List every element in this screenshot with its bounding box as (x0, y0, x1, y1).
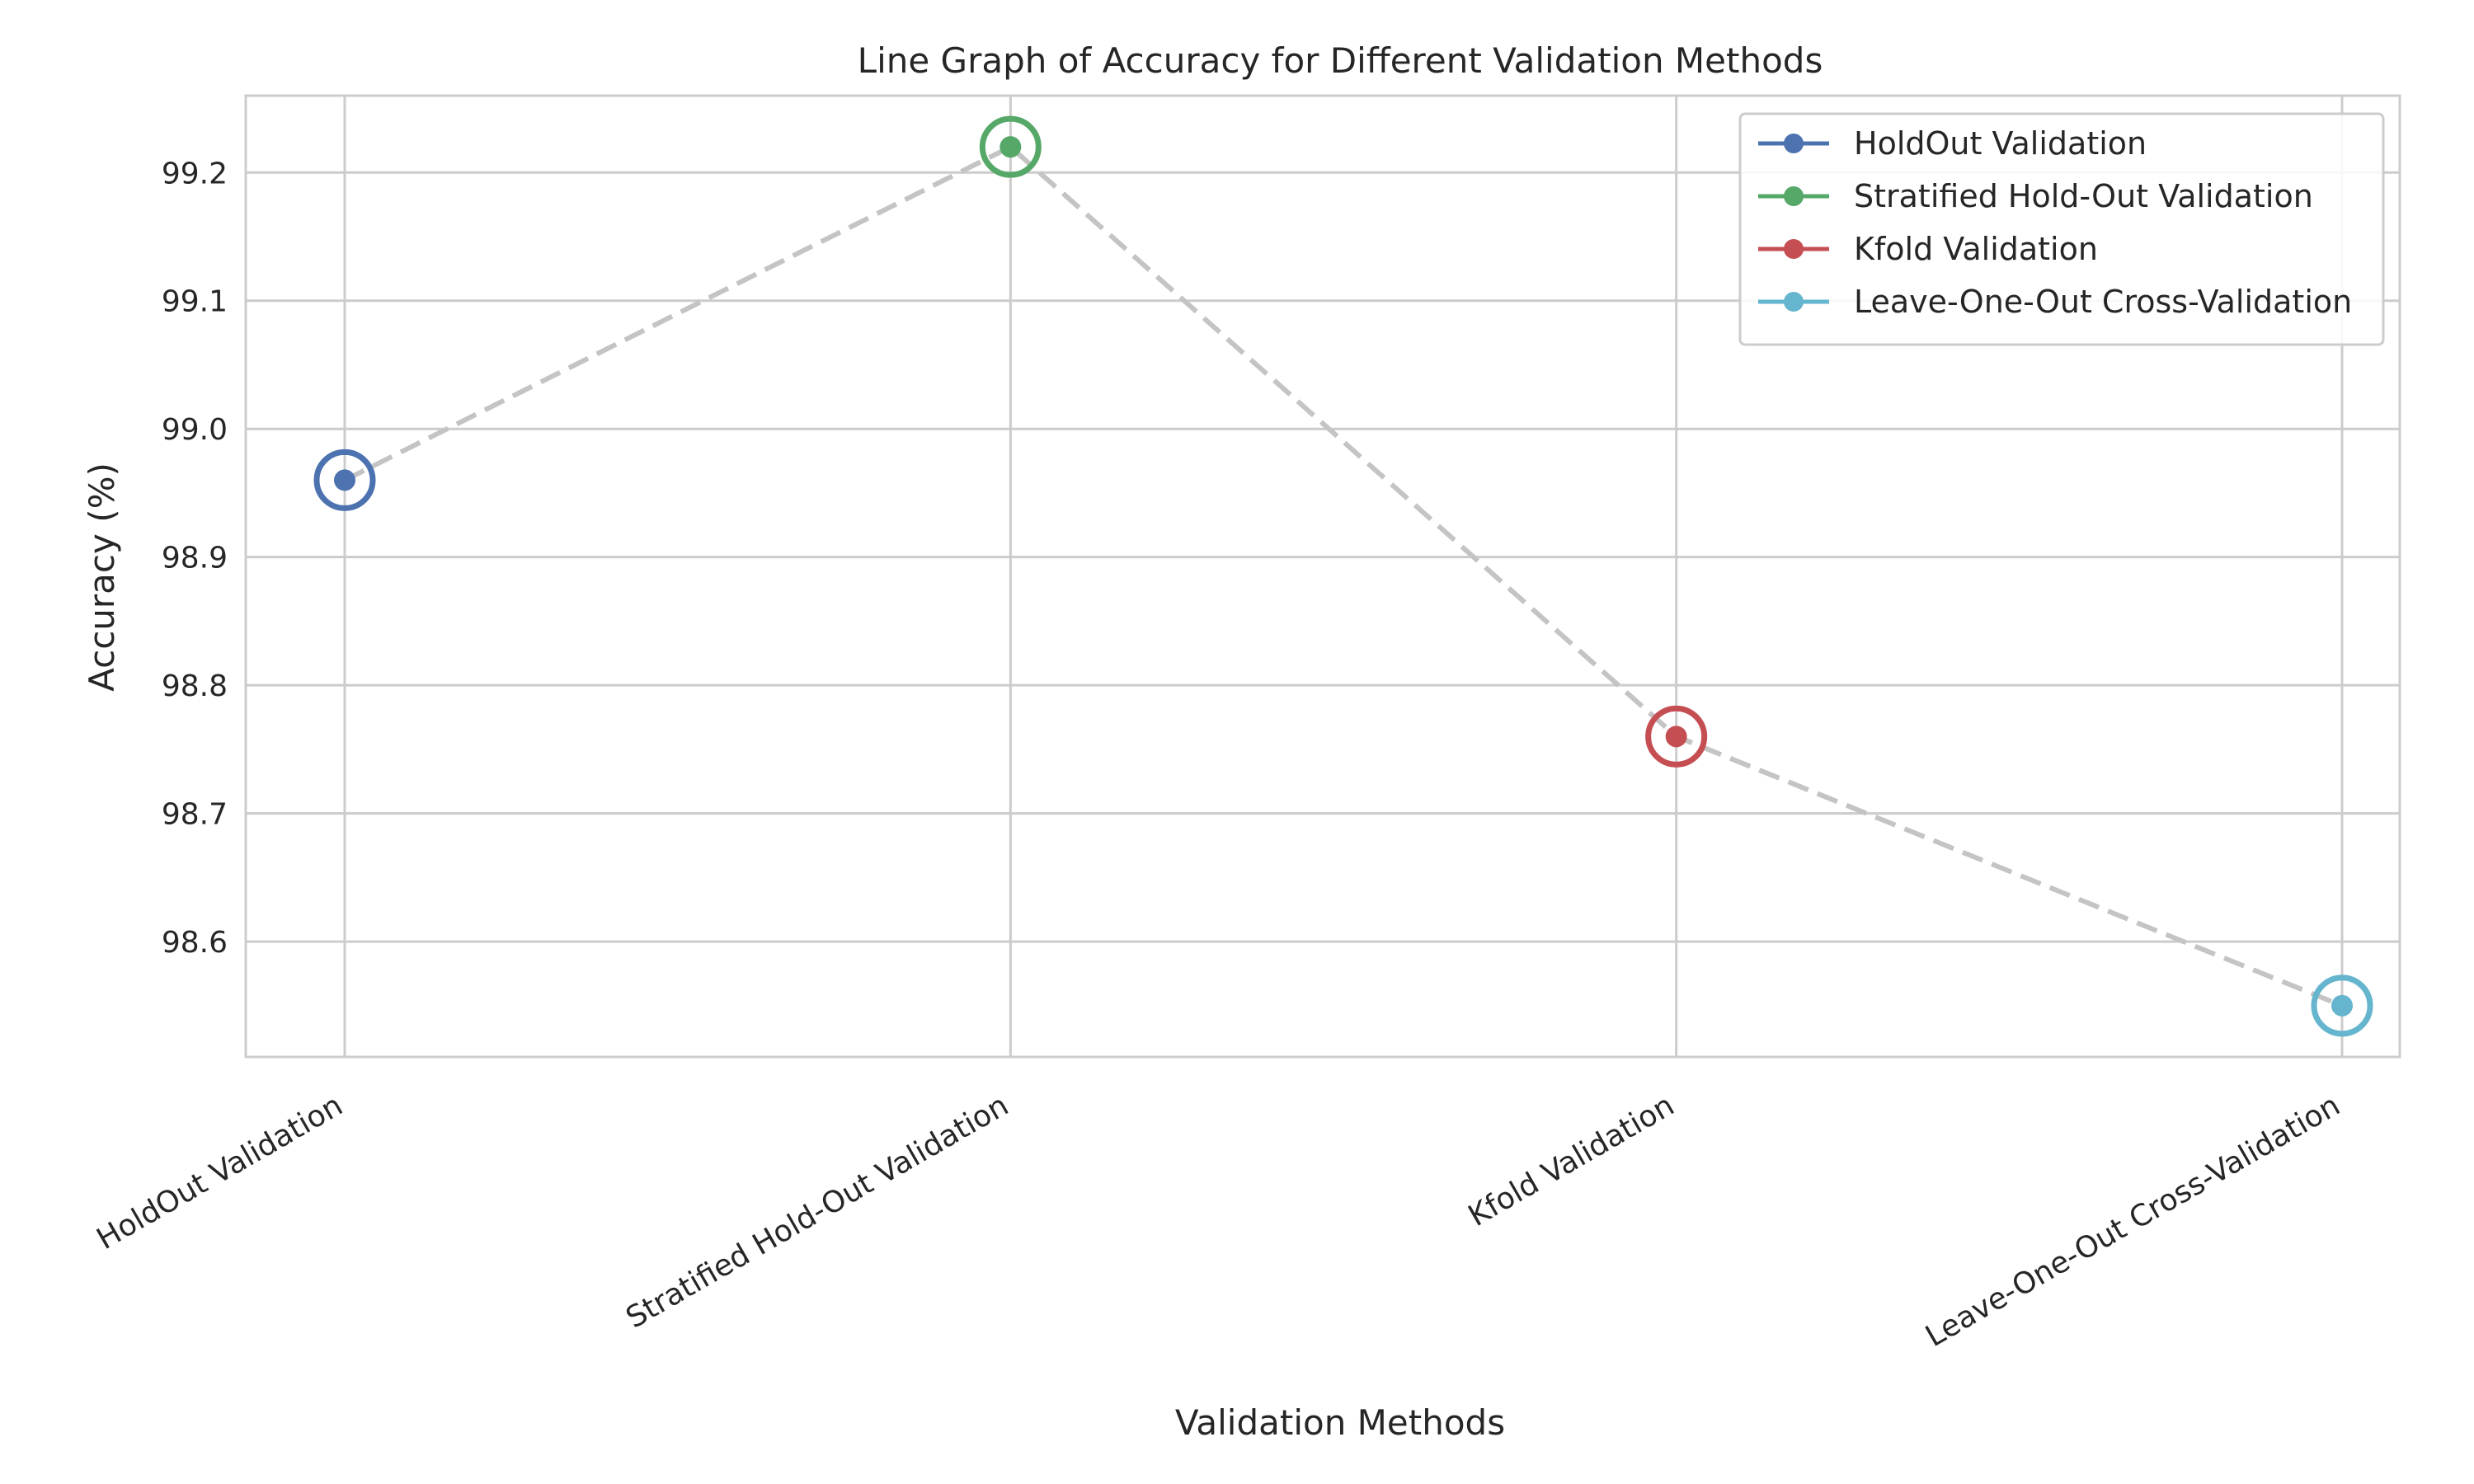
y-tick-label: 98.7 (162, 798, 228, 832)
x-axis: HoldOut Validation Stratified Hold-Out Va… (92, 1088, 2346, 1354)
y-tick-label: 98.9 (162, 542, 228, 575)
data-point (1665, 726, 1687, 748)
legend-frame (1738, 112, 2385, 346)
plot-frame (244, 94, 2401, 1059)
y-axis-label: Accuracy (%) (82, 463, 122, 692)
x-axis-label: Validation Methods (1175, 1402, 1505, 1443)
legend-marker (1784, 292, 1804, 312)
y-tick-label: 99.1 (162, 285, 228, 319)
point-ring (2311, 974, 2373, 1037)
legend-label: Leave-One-Out Cross-Validation (1854, 284, 2352, 320)
y-tick-label: 99.2 (162, 157, 228, 190)
point-ring (1645, 705, 1708, 768)
legend-marker (1784, 186, 1804, 206)
point-ring (313, 448, 376, 511)
legend-label: Kfold Validation (1854, 231, 2098, 267)
data-point (999, 136, 1022, 158)
data-point (2331, 994, 2353, 1017)
y-tick-label: 99.0 (162, 413, 228, 447)
legend-marker (1784, 239, 1804, 259)
y-tick-label: 98.8 (162, 669, 228, 703)
x-tick-label: Kfold Validation (1463, 1088, 1680, 1233)
legend-label: Stratified Hold-Out Validation (1854, 178, 2313, 214)
x-tick-label: Leave-One-Out Cross-Validation (1920, 1088, 2345, 1354)
legend-marker (1784, 134, 1804, 153)
y-axis: 98.6 98.7 98.8 98.9 99.0 99.1 99.2 (162, 157, 228, 960)
data-point (334, 469, 355, 491)
chart-title: Line Graph of Accuracy for Different Val… (858, 40, 1823, 81)
point-ring (979, 115, 1042, 178)
legend-label: HoldOut Validation (1854, 125, 2147, 162)
x-tick-label: Stratified Hold-Out Validation (621, 1088, 1014, 1335)
y-tick-label: 98.6 (162, 926, 228, 960)
legend: HoldOut Validation Stratified Hold-Out Va… (1738, 112, 2385, 346)
data-points (313, 115, 2373, 1037)
x-tick-label: HoldOut Validation (92, 1088, 349, 1256)
connector-line (343, 143, 2344, 1008)
